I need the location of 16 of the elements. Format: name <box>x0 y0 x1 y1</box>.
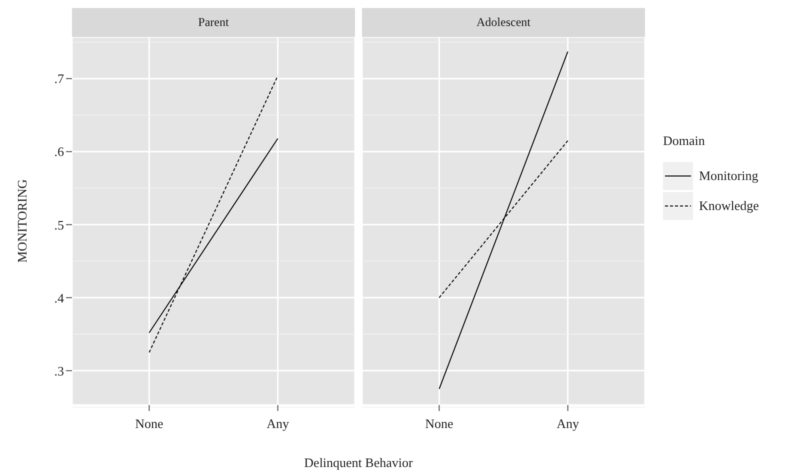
x-tick-label: Any <box>556 416 580 432</box>
y-tick-label: .6 <box>54 144 64 160</box>
chart-title: Parent <box>72 8 355 37</box>
x-tick-label: Any <box>266 416 290 432</box>
x-tick-label: None <box>425 416 454 432</box>
y-tick-label: .3 <box>54 363 64 378</box>
legend-label: Monitoring <box>699 168 758 184</box>
y-tick-label: .7 <box>54 71 64 86</box>
x-axis-title: Delinquent Behavior <box>303 455 414 471</box>
legend-label: Knowledge <box>699 198 759 214</box>
x-tick-label: None <box>135 416 164 432</box>
chart-title: Adolescent <box>362 8 645 37</box>
legend-title: Domain <box>663 132 706 148</box>
y-tick-label: .4 <box>54 290 64 306</box>
y-tick-label: .5 <box>54 217 64 232</box>
y-axis-title: MONITORING <box>14 179 30 263</box>
